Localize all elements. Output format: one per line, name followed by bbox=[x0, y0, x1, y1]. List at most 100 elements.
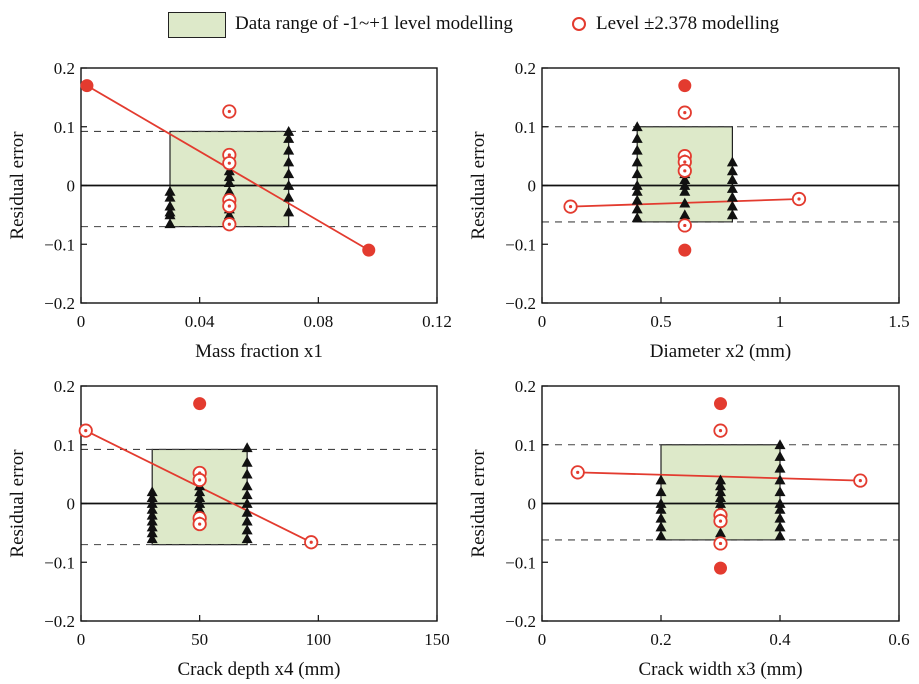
triangle-marker bbox=[715, 492, 726, 503]
triangle-marker bbox=[631, 203, 643, 214]
x-axis-label: Mass fraction x1 bbox=[195, 341, 323, 362]
open-circle-dot bbox=[858, 478, 862, 483]
triangle-marker bbox=[631, 133, 643, 143]
triangle-marker bbox=[774, 503, 786, 514]
open-circle-dot bbox=[227, 109, 231, 114]
triangle-marker bbox=[283, 168, 295, 179]
triangle-marker bbox=[146, 498, 158, 508]
legend-circle-icon bbox=[572, 17, 586, 31]
triangle-marker bbox=[223, 177, 235, 187]
triangle-marker bbox=[655, 498, 667, 508]
triangle-marker bbox=[164, 218, 176, 229]
triangle-marker bbox=[655, 486, 667, 497]
triangle-marker bbox=[146, 509, 158, 520]
open-circle-dot bbox=[309, 540, 313, 544]
filled-circle-marker bbox=[714, 397, 727, 411]
y-tick-label: 0.1 bbox=[54, 118, 75, 137]
chart-panel-4 bbox=[541, 385, 900, 622]
triangle-marker bbox=[146, 527, 158, 538]
y-tick-label: 0 bbox=[67, 495, 76, 514]
open-circle-dot bbox=[718, 541, 723, 546]
triangle-marker bbox=[774, 521, 786, 532]
y-tick-label: −0.2 bbox=[44, 612, 75, 631]
y-axis-label: Residual error bbox=[468, 449, 489, 558]
triangle-marker bbox=[241, 498, 253, 508]
y-tick-label: −0.1 bbox=[44, 553, 75, 572]
triangle-marker bbox=[194, 492, 206, 503]
filled-circle-marker bbox=[80, 79, 94, 93]
triangle-marker bbox=[283, 180, 295, 190]
triangle-marker bbox=[194, 486, 206, 497]
x-tick-label: 0.08 bbox=[303, 312, 333, 331]
triangle-marker bbox=[631, 144, 643, 155]
open-circle-dot bbox=[718, 519, 723, 523]
triangle-marker bbox=[774, 486, 786, 497]
chart-panel-1 bbox=[80, 67, 438, 304]
triangle-marker bbox=[679, 185, 691, 196]
filled-circle-marker bbox=[193, 397, 207, 411]
triangle-marker bbox=[194, 498, 206, 508]
fit-line bbox=[577, 471, 861, 482]
triangle-marker bbox=[241, 515, 253, 526]
x-tick-label: 1 bbox=[776, 312, 785, 331]
triangle-marker bbox=[774, 512, 786, 523]
triangle-marker bbox=[726, 156, 738, 167]
x-tick-label: 0 bbox=[538, 312, 547, 331]
open-circle-dot bbox=[84, 429, 88, 433]
open-circle-dot bbox=[198, 478, 202, 482]
y-tick-label: 0.2 bbox=[515, 59, 536, 78]
triangle-marker bbox=[679, 180, 691, 190]
open-circle-dot bbox=[227, 222, 231, 226]
filled-circle-marker bbox=[714, 561, 727, 575]
open-circle-dot bbox=[683, 223, 687, 228]
y-tick-label: 0.2 bbox=[54, 59, 75, 78]
y-tick-label: −0.2 bbox=[505, 294, 536, 313]
triangle-marker bbox=[164, 206, 176, 217]
triangle-marker bbox=[774, 498, 786, 508]
triangle-marker bbox=[164, 185, 176, 196]
triangle-marker bbox=[726, 209, 738, 220]
chart-panel-2 bbox=[541, 67, 900, 304]
triangle-marker bbox=[146, 533, 158, 544]
x-tick-label: 50 bbox=[191, 630, 208, 649]
triangle-marker bbox=[726, 182, 738, 193]
triangle-marker bbox=[146, 503, 158, 514]
open-circle-dot bbox=[227, 204, 231, 208]
triangle-marker bbox=[715, 498, 726, 508]
open-circle-dot bbox=[198, 522, 202, 526]
triangle-marker bbox=[223, 209, 235, 220]
triangle-marker bbox=[726, 174, 738, 185]
y-tick-label: 0.2 bbox=[54, 377, 75, 396]
x-tick-label: 0.04 bbox=[185, 312, 215, 331]
triangle-marker bbox=[146, 515, 158, 526]
x-tick-label: 1.5 bbox=[888, 312, 909, 331]
triangle-marker bbox=[679, 209, 691, 220]
triangle-marker bbox=[631, 156, 643, 167]
triangle-marker bbox=[146, 492, 158, 503]
triangle-marker bbox=[146, 521, 158, 532]
y-tick-label: 0.1 bbox=[515, 436, 536, 455]
filled-circle-marker bbox=[362, 243, 376, 257]
open-circle-dot bbox=[227, 153, 231, 157]
legend: Data range of -1~+1 level modelling Leve… bbox=[0, 0, 919, 48]
triangle-marker bbox=[774, 530, 786, 541]
x-tick-label: 0 bbox=[77, 630, 86, 649]
triangle-marker bbox=[241, 533, 253, 544]
triangle-marker bbox=[223, 171, 235, 182]
x-tick-label: 150 bbox=[424, 630, 450, 649]
triangle-marker bbox=[241, 524, 253, 535]
triangle-marker bbox=[241, 489, 253, 500]
y-tick-label: −0.2 bbox=[505, 612, 536, 631]
triangle-marker bbox=[241, 480, 253, 491]
triangle-marker bbox=[715, 480, 726, 491]
x-tick-label: 0.12 bbox=[422, 312, 452, 331]
open-circle-dot bbox=[683, 169, 687, 173]
filled-circle-marker bbox=[678, 243, 692, 257]
filled-circle-marker bbox=[678, 79, 692, 93]
y-tick-label: 0.1 bbox=[515, 118, 536, 137]
x-axis-label: Diameter x2 (mm) bbox=[650, 341, 791, 362]
triangle-marker bbox=[164, 200, 176, 211]
y-tick-label: −0.1 bbox=[44, 235, 75, 254]
y-tick-label: −0.1 bbox=[505, 553, 536, 572]
